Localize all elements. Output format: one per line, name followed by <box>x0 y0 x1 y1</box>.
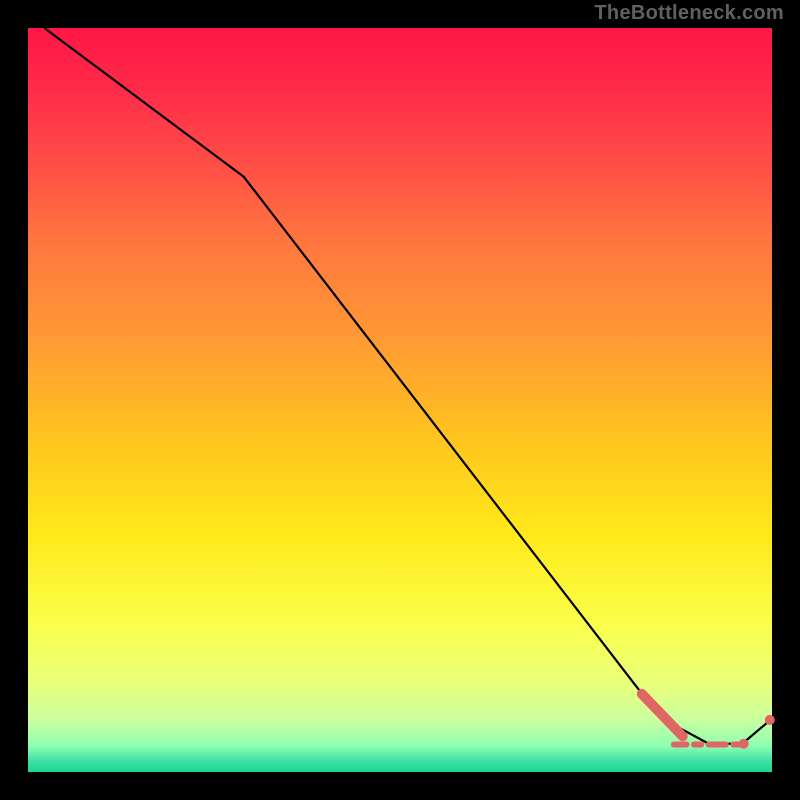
bottleneck-chart <box>0 0 800 800</box>
plot-background <box>28 28 772 772</box>
watermark-text: TheBottleneck.com <box>594 2 784 25</box>
marker-dot <box>765 715 775 725</box>
marker-dot <box>739 739 749 749</box>
